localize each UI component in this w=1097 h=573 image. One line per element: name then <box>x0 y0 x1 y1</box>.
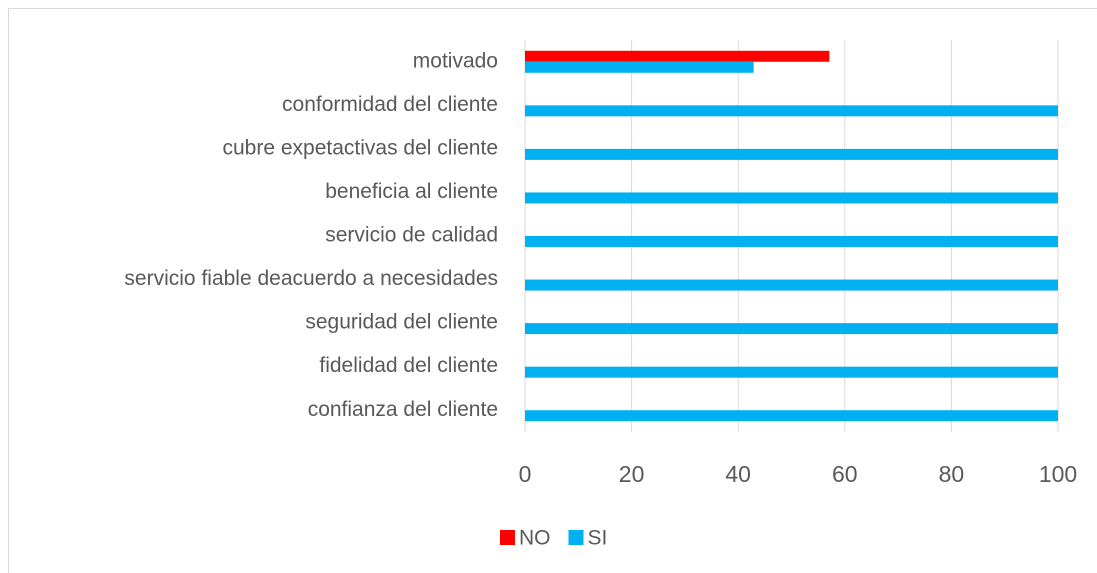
bar <box>525 61 754 73</box>
x-tick-label: 100 <box>1039 461 1077 487</box>
bar <box>525 410 1058 422</box>
category-label: seguridad del cliente <box>305 311 498 334</box>
x-tick-label: 0 <box>519 461 532 487</box>
bar <box>525 105 1058 117</box>
legend-label: NO <box>519 527 551 550</box>
category-label: beneficia al cliente <box>325 180 498 203</box>
legend-swatch <box>500 530 515 545</box>
x-tick-label: 60 <box>832 461 858 487</box>
bar <box>525 236 1058 247</box>
category-label: confianza del cliente <box>308 398 498 421</box>
category-label: cubre expetactivas del cliente <box>223 136 499 159</box>
category-label: servicio fiable deacuerdo a necesidades <box>124 267 498 290</box>
bar <box>525 192 1058 204</box>
bar <box>525 148 1058 160</box>
category-label: fidelidad del cliente <box>319 354 498 377</box>
x-tick-label: 80 <box>939 461 965 487</box>
bar <box>525 366 1058 378</box>
category-label: servicio de calidad <box>325 224 498 247</box>
category-label: motivado <box>413 49 498 72</box>
x-tick-label: 20 <box>619 461 645 487</box>
chart-border <box>8 8 1097 573</box>
bar <box>525 50 830 62</box>
legend-swatch <box>568 530 584 545</box>
category-label: conformidad del cliente <box>282 93 498 116</box>
x-tick-label: 40 <box>725 461 751 487</box>
bar <box>525 279 1058 291</box>
legend-label: SI <box>588 527 608 550</box>
bar <box>525 323 1058 335</box>
